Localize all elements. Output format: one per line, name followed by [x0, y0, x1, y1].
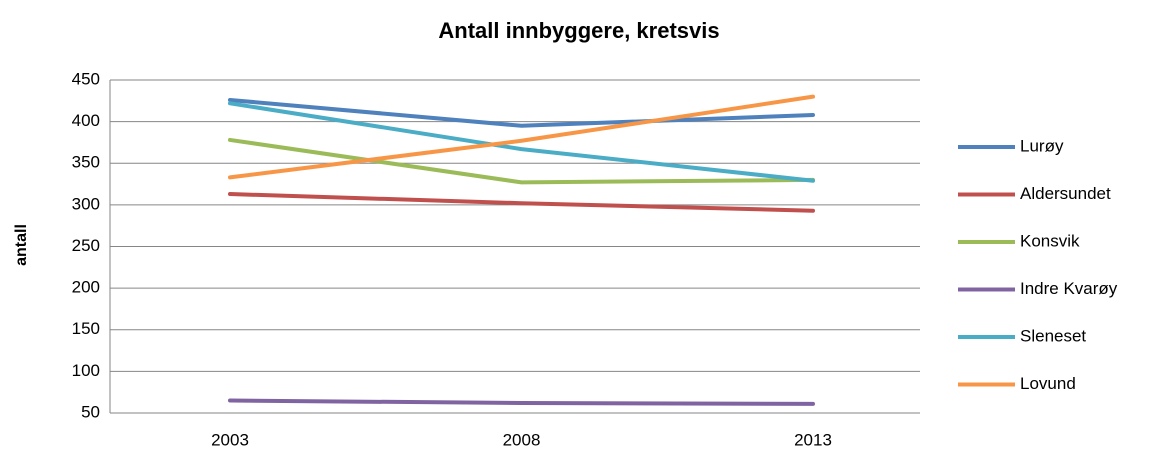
chart-title: Antall innbyggere, kretsvis	[438, 18, 719, 43]
series-line	[228, 94, 815, 180]
legend-label: Sleneset	[1020, 326, 1086, 345]
y-tick-label: 50	[81, 402, 100, 421]
legend-label: Aldersundet	[1020, 184, 1111, 203]
y-tick-label: 150	[72, 319, 100, 338]
legend-label: Konsvik	[1020, 231, 1080, 250]
y-tick-label: 100	[72, 361, 100, 380]
y-tick-label: 400	[72, 111, 100, 130]
y-tick-label: 350	[72, 153, 100, 172]
x-tick-label: 2008	[503, 430, 541, 449]
legend-label: Lovund	[1020, 374, 1076, 393]
series-line	[228, 398, 815, 406]
series-line	[228, 101, 815, 183]
y-axis-label: antall	[13, 224, 30, 266]
series-line	[228, 137, 815, 185]
legend-label: Indre Kvarøy	[1020, 279, 1118, 298]
y-tick-label: 450	[72, 69, 100, 88]
y-tick-label: 250	[72, 236, 100, 255]
series-line	[228, 192, 815, 213]
legend-label: Lurøy	[1020, 136, 1064, 155]
y-tick-label: 300	[72, 194, 100, 213]
y-tick-label: 200	[72, 278, 100, 297]
x-tick-label: 2003	[211, 430, 249, 449]
x-tick-label: 2013	[794, 430, 832, 449]
series-line	[228, 97, 815, 128]
